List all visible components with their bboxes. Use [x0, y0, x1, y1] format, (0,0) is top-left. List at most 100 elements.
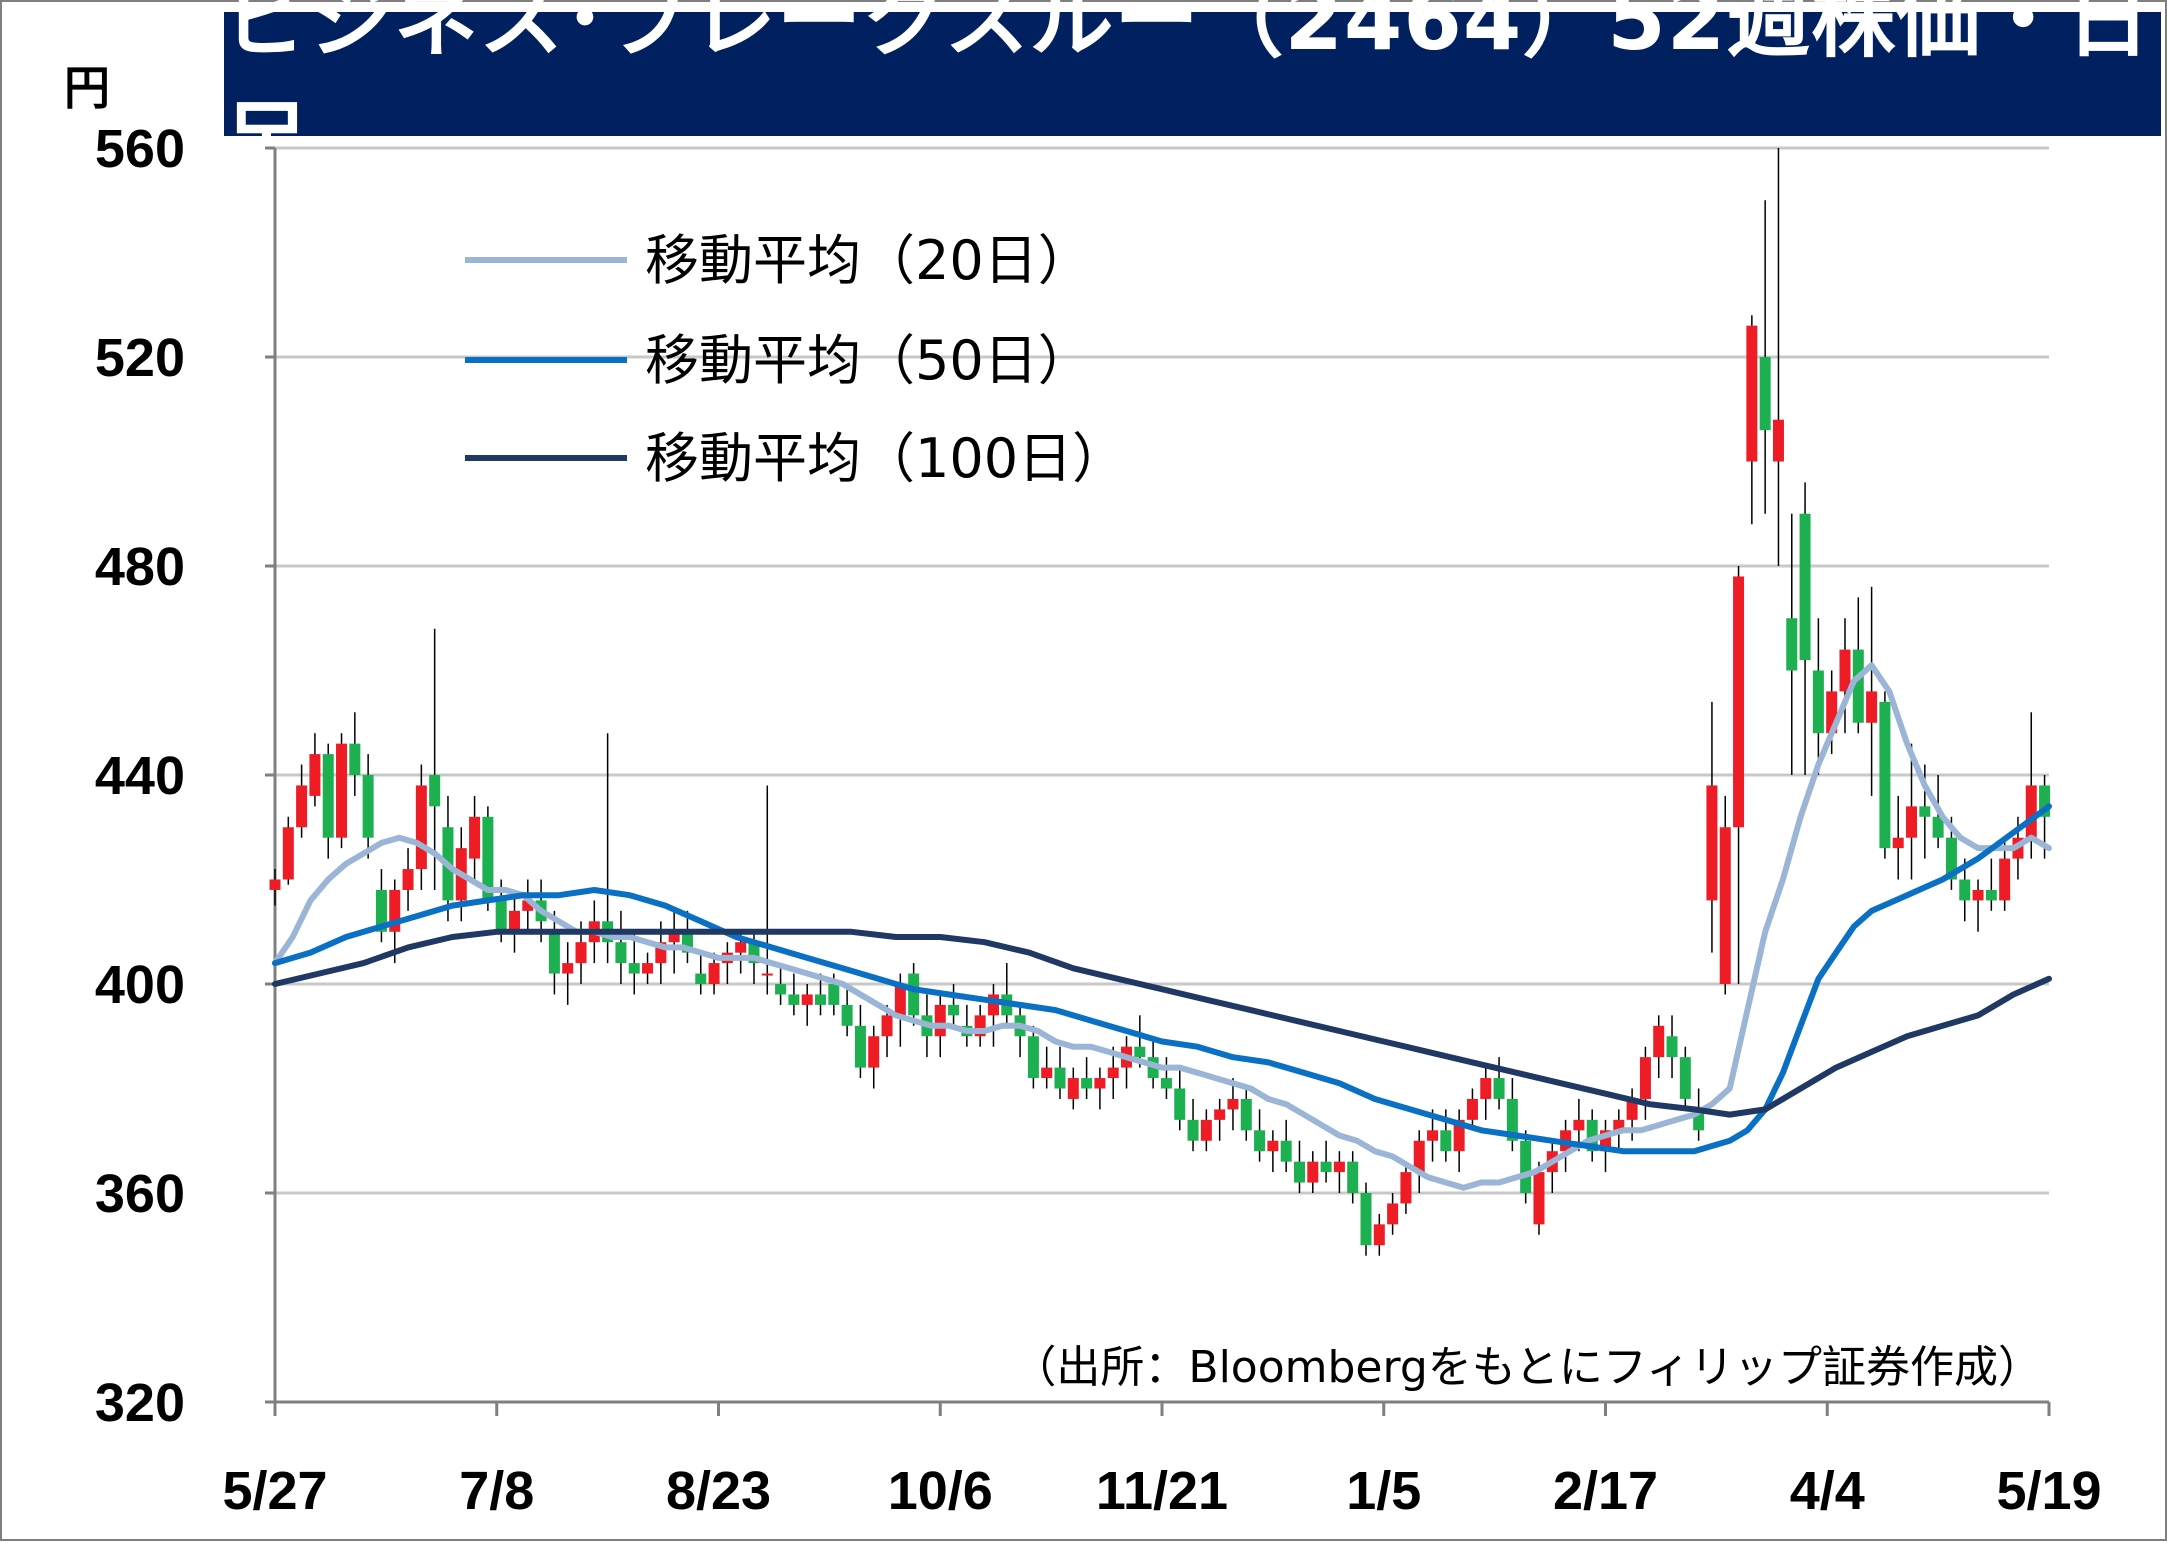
candle-down: [1932, 816, 1944, 838]
candle-down: [1786, 618, 1798, 671]
candle-up: [1906, 806, 1918, 838]
y-tick-label: 560: [95, 119, 185, 179]
candle-up: [1453, 1119, 1465, 1152]
candle-down: [1280, 1140, 1292, 1162]
candle-up: [1107, 1067, 1119, 1079]
candle-up: [1613, 1119, 1625, 1131]
candle-up: [642, 963, 654, 974]
candle-down: [349, 743, 361, 775]
candle-up: [894, 984, 906, 1016]
candle-down: [1160, 1078, 1172, 1089]
y-tick-label: 480: [95, 537, 185, 597]
candle-up: [1972, 889, 1984, 901]
y-tick-label: 520: [95, 328, 185, 388]
candle-down: [1174, 1088, 1186, 1120]
candle-up: [575, 942, 587, 964]
candle-up: [389, 889, 401, 932]
candle-up: [1826, 691, 1838, 734]
candle-up: [522, 900, 534, 911]
candle-up: [1307, 1161, 1319, 1183]
candle-down: [2039, 785, 2051, 817]
candle-down: [1440, 1130, 1452, 1152]
candle-up: [761, 973, 773, 976]
candle-up: [1480, 1078, 1492, 1099]
candle-up: [1041, 1067, 1053, 1079]
source-note: （出所：Bloombergをもとにフィリップ証券作成）: [1012, 1342, 2042, 1393]
candle-down: [1799, 513, 1811, 661]
x-tick-label: 5/27: [222, 1461, 327, 1521]
candle-down: [815, 994, 827, 1005]
candle-up: [1400, 1172, 1412, 1204]
x-tick-label: 4/4: [1790, 1461, 1865, 1521]
moving-average-line-ma20: [272, 662, 2052, 1191]
candle-up: [1387, 1203, 1399, 1225]
candle-up: [1866, 691, 1878, 723]
candle-down: [854, 1025, 866, 1068]
candle-down: [1493, 1078, 1505, 1099]
candle-down: [1945, 837, 1957, 880]
moving-average-line-ma100: [272, 928, 2052, 1118]
candle-up: [336, 743, 348, 838]
candle-down: [375, 889, 387, 932]
candle-down: [1879, 701, 1891, 849]
candle-down: [482, 816, 494, 901]
candle-down: [828, 984, 840, 1005]
candle-up: [1706, 785, 1718, 901]
legend-label: 移動平均（20日）: [645, 229, 1092, 292]
y-axis-unit: 円: [64, 61, 110, 115]
candle-up: [402, 869, 414, 890]
candle-up: [1719, 827, 1731, 984]
candle-up: [1267, 1140, 1279, 1152]
y-tick-label: 400: [95, 955, 185, 1015]
candle-up: [934, 1004, 946, 1037]
candle-down: [1134, 1046, 1146, 1058]
candle-up: [1999, 858, 2011, 901]
candle-up: [655, 942, 667, 964]
candle-up: [296, 785, 308, 828]
candle-up: [1533, 1172, 1545, 1225]
candle-up: [668, 931, 680, 943]
candle-down: [695, 973, 707, 984]
candle-up: [1094, 1078, 1106, 1089]
candle-up: [269, 879, 281, 890]
candle-down: [615, 942, 627, 964]
candle-down: [495, 900, 507, 932]
candle-down: [429, 775, 441, 807]
candle-up: [801, 994, 813, 1005]
candle-up: [735, 942, 747, 953]
candle-down: [1852, 649, 1864, 723]
candle-up: [1600, 1130, 1611, 1152]
candle-up: [987, 994, 999, 1016]
candle-up: [1214, 1109, 1226, 1120]
candle-down: [1959, 879, 1971, 901]
candle-up: [881, 1015, 893, 1037]
candle-up: [1639, 1057, 1651, 1099]
candle-up: [1772, 419, 1784, 462]
candle-down: [1759, 357, 1771, 431]
candle-up: [1746, 325, 1758, 462]
x-tick-label: 10/6: [888, 1461, 993, 1521]
candle-up: [1653, 1025, 1665, 1058]
candle-up: [1839, 649, 1851, 692]
y-tick-label: 440: [95, 746, 185, 806]
candle-up: [974, 1015, 986, 1037]
candle-down: [1985, 889, 1997, 901]
candle-up: [1892, 837, 1904, 849]
candle-up: [1427, 1130, 1439, 1141]
candle-up: [469, 816, 481, 859]
candle-down: [1027, 1036, 1039, 1079]
x-tick-label: 11/21: [1096, 1461, 1228, 1521]
candle-up: [1413, 1140, 1425, 1173]
candle-down: [1054, 1067, 1066, 1089]
x-tick-label: 1/5: [1346, 1461, 1421, 1521]
candle-down: [948, 1004, 960, 1016]
candle-up: [1200, 1119, 1212, 1141]
candle-down: [1666, 1036, 1678, 1058]
candle-up: [1573, 1119, 1585, 1131]
candle-down: [628, 963, 640, 974]
candle-up: [1227, 1098, 1239, 1110]
candle-up: [868, 1036, 880, 1068]
candle-up: [1466, 1098, 1478, 1120]
